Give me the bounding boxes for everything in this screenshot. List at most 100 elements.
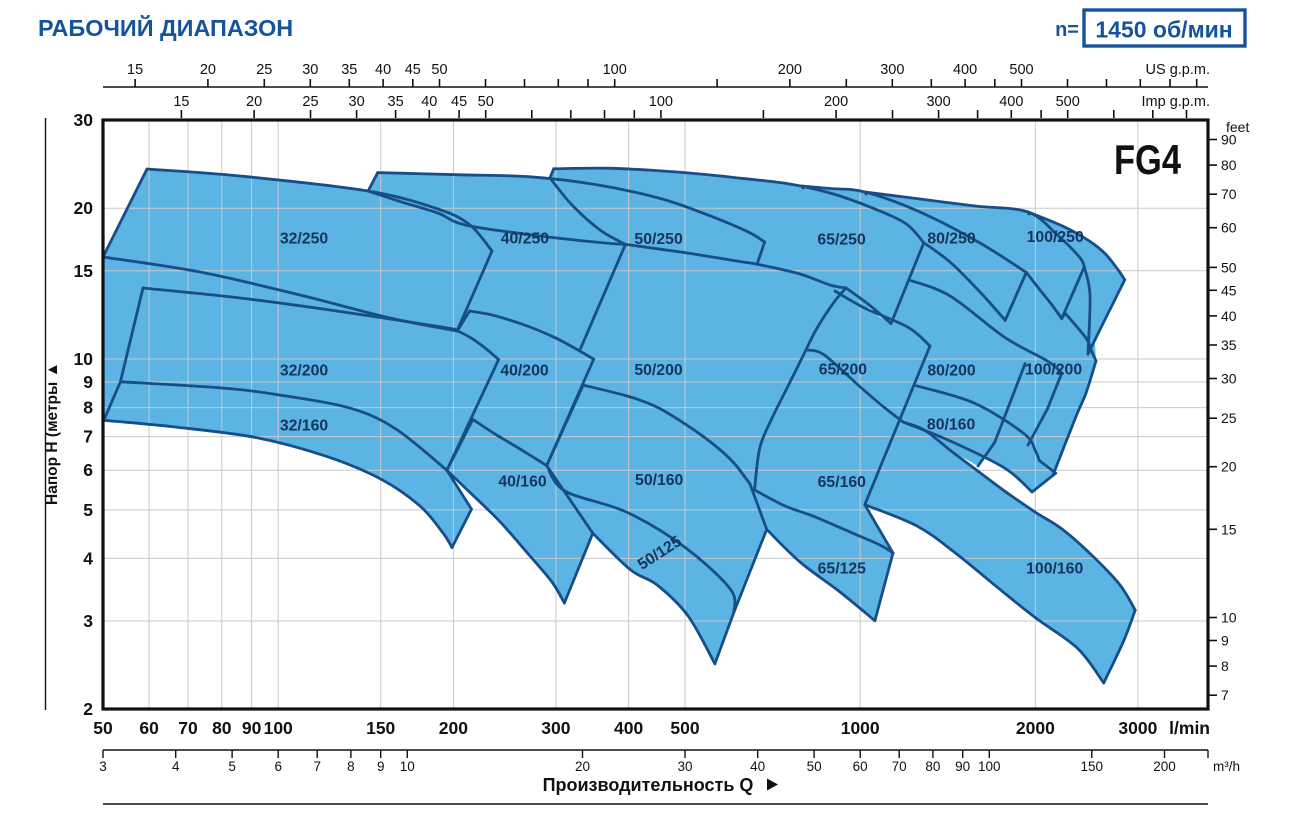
svg-text:9: 9 xyxy=(1221,633,1229,649)
svg-text:15: 15 xyxy=(74,261,94,281)
svg-text:20: 20 xyxy=(74,198,94,218)
svg-text:25: 25 xyxy=(256,62,272,78)
svg-text:50/200: 50/200 xyxy=(634,362,683,379)
svg-text:50: 50 xyxy=(93,718,113,738)
svg-text:65/200: 65/200 xyxy=(819,362,868,379)
svg-text:10: 10 xyxy=(400,759,415,774)
svg-text:40/250: 40/250 xyxy=(501,231,550,248)
svg-text:35: 35 xyxy=(1221,337,1237,353)
svg-text:200: 200 xyxy=(778,62,802,78)
svg-text:200: 200 xyxy=(439,718,468,738)
svg-text:32/250: 32/250 xyxy=(280,231,329,248)
svg-text:300: 300 xyxy=(880,62,904,78)
svg-text:150: 150 xyxy=(1081,759,1104,774)
svg-text:30: 30 xyxy=(74,110,94,130)
svg-text:40: 40 xyxy=(421,94,437,110)
svg-text:100/200: 100/200 xyxy=(1025,361,1082,378)
svg-text:6: 6 xyxy=(274,759,282,774)
svg-text:90: 90 xyxy=(242,718,262,738)
svg-text:60: 60 xyxy=(1221,220,1237,236)
svg-text:50: 50 xyxy=(1221,259,1237,275)
svg-text:45: 45 xyxy=(451,94,467,110)
svg-text:7: 7 xyxy=(313,759,321,774)
svg-text:50: 50 xyxy=(478,94,494,110)
svg-text:2: 2 xyxy=(83,699,93,719)
svg-text:90: 90 xyxy=(1221,132,1237,148)
svg-text:40: 40 xyxy=(1221,308,1237,324)
svg-text:20: 20 xyxy=(200,62,216,78)
svg-text:40/200: 40/200 xyxy=(500,363,549,380)
svg-text:25: 25 xyxy=(302,94,318,110)
svg-text:50/160: 50/160 xyxy=(635,472,684,489)
svg-text:20: 20 xyxy=(246,94,262,110)
svg-text:80: 80 xyxy=(212,718,232,738)
svg-text:8: 8 xyxy=(347,759,355,774)
svg-text:500: 500 xyxy=(670,718,699,738)
svg-text:8: 8 xyxy=(83,398,93,418)
svg-text:50: 50 xyxy=(431,62,447,78)
svg-text:100: 100 xyxy=(649,94,673,110)
svg-text:9: 9 xyxy=(83,372,93,392)
svg-text:100: 100 xyxy=(978,759,1001,774)
svg-text:feet: feet xyxy=(1226,119,1249,135)
svg-text:m³/h: m³/h xyxy=(1213,759,1240,774)
svg-text:35: 35 xyxy=(388,94,404,110)
svg-text:65/160: 65/160 xyxy=(818,474,867,491)
svg-text:6: 6 xyxy=(83,460,93,480)
svg-text:8: 8 xyxy=(1221,658,1229,674)
svg-text:4: 4 xyxy=(83,548,93,568)
svg-text:25: 25 xyxy=(1221,410,1237,426)
svg-text:3: 3 xyxy=(99,759,107,774)
svg-text:32/160: 32/160 xyxy=(280,418,329,435)
svg-text:40: 40 xyxy=(750,759,765,774)
svg-text:40: 40 xyxy=(375,62,391,78)
svg-text:1000: 1000 xyxy=(841,718,880,738)
svg-text:20: 20 xyxy=(1221,459,1237,475)
svg-text:300: 300 xyxy=(541,718,570,738)
svg-text:300: 300 xyxy=(926,94,950,110)
svg-text:400: 400 xyxy=(999,94,1023,110)
svg-text:Напор Н (метры ▲: Напор Н (метры ▲ xyxy=(44,362,61,505)
svg-text:7: 7 xyxy=(1221,687,1229,703)
svg-text:n=: n= xyxy=(1055,19,1079,41)
svg-text:100/160: 100/160 xyxy=(1026,560,1083,577)
svg-text:100/250: 100/250 xyxy=(1027,229,1084,246)
svg-text:20: 20 xyxy=(575,759,590,774)
svg-text:60: 60 xyxy=(139,718,159,738)
svg-text:30: 30 xyxy=(1221,371,1237,387)
svg-text:65/125: 65/125 xyxy=(818,560,867,577)
svg-text:5: 5 xyxy=(83,500,93,520)
svg-text:70: 70 xyxy=(892,759,907,774)
svg-text:400: 400 xyxy=(953,62,977,78)
svg-text:FG4: FG4 xyxy=(1114,136,1182,183)
svg-text:9: 9 xyxy=(377,759,385,774)
svg-text:1450 об/мин: 1450 об/мин xyxy=(1095,17,1232,43)
svg-text:15: 15 xyxy=(1221,521,1237,537)
svg-text:70: 70 xyxy=(178,718,198,738)
svg-text:l/min: l/min xyxy=(1169,718,1210,738)
svg-text:РАБОЧИЙ ДИАПАЗОН: РАБОЧИЙ ДИАПАЗОН xyxy=(38,14,293,41)
svg-text:65/250: 65/250 xyxy=(817,232,866,249)
svg-text:80/160: 80/160 xyxy=(927,417,976,434)
svg-text:15: 15 xyxy=(127,62,143,78)
svg-text:50/250: 50/250 xyxy=(634,231,683,248)
svg-text:100: 100 xyxy=(603,62,627,78)
svg-text:80/200: 80/200 xyxy=(927,363,976,380)
svg-text:32/200: 32/200 xyxy=(280,363,329,380)
svg-text:2000: 2000 xyxy=(1016,718,1055,738)
svg-text:10: 10 xyxy=(1221,610,1237,626)
svg-text:3000: 3000 xyxy=(1118,718,1157,738)
svg-text:3: 3 xyxy=(83,611,93,631)
svg-text:7: 7 xyxy=(83,427,93,447)
svg-text:100: 100 xyxy=(264,718,293,738)
svg-text:400: 400 xyxy=(614,718,643,738)
svg-text:4: 4 xyxy=(172,759,180,774)
svg-text:50: 50 xyxy=(807,759,822,774)
svg-text:30: 30 xyxy=(302,62,318,78)
svg-text:45: 45 xyxy=(405,62,421,78)
svg-text:90: 90 xyxy=(955,759,970,774)
svg-text:30: 30 xyxy=(677,759,692,774)
svg-text:500: 500 xyxy=(1009,62,1033,78)
svg-text:150: 150 xyxy=(366,718,395,738)
svg-text:Imp g.p.m.: Imp g.p.m. xyxy=(1142,94,1211,110)
